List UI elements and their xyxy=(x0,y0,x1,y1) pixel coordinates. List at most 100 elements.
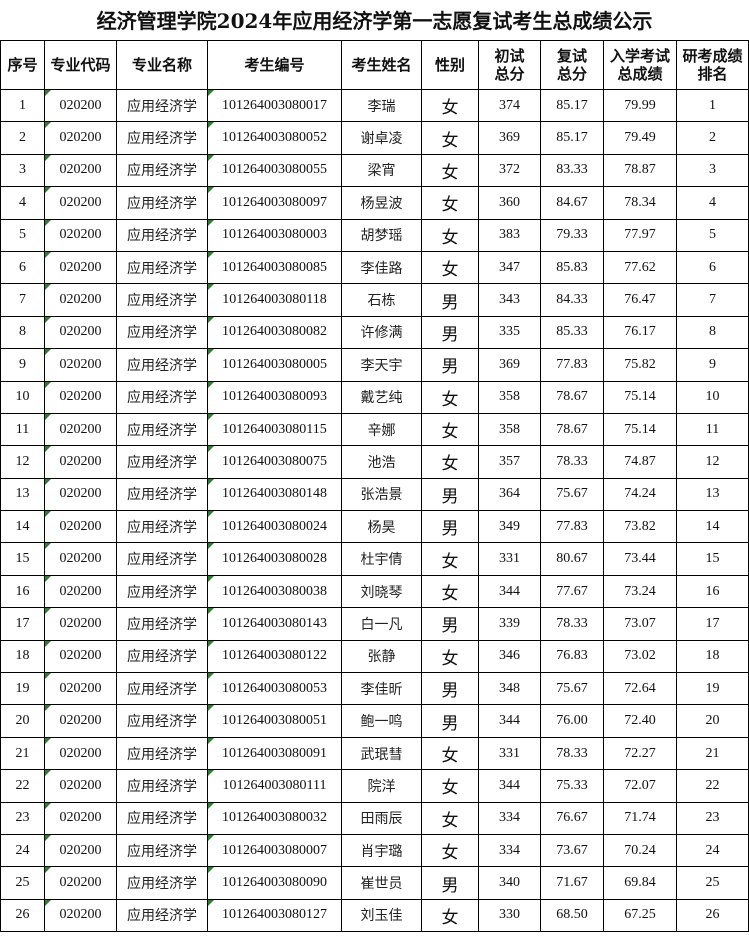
cell-major-code: 020200 xyxy=(44,121,117,155)
cell-gender: 女 xyxy=(421,801,479,835)
cell-major-name: 应用经济学 xyxy=(116,315,208,350)
cell-index: 13 xyxy=(0,477,45,512)
cell-retest-score: 76.00 xyxy=(540,704,604,738)
cell-index: 26 xyxy=(0,898,45,933)
cell-rank: 8 xyxy=(676,315,749,350)
cell-gender: 女 xyxy=(421,218,479,252)
cell-candidate-name: 李瑞 xyxy=(341,88,422,123)
cell-gender: 女 xyxy=(421,186,479,220)
cell-major-code: 020200 xyxy=(44,88,117,123)
cell-retest-score: 73.67 xyxy=(540,833,604,868)
cell-major-name: 应用经济学 xyxy=(116,250,208,285)
cell-major-code: 020200 xyxy=(44,510,117,544)
cell-major-code: 020200 xyxy=(44,412,117,447)
cell-candidate-name: 院洋 xyxy=(341,769,422,803)
cell-rank: 13 xyxy=(676,477,749,512)
cell-candidate-name: 李佳路 xyxy=(341,250,422,285)
table-row: 21 020200 应用经济学 101264003080091 武珉彗女 331 78.33… xyxy=(0,736,749,771)
cell-rank: 6 xyxy=(676,250,749,285)
cell-candidate-id: 101264003080038 xyxy=(207,574,342,609)
cell-rank: 12 xyxy=(676,445,749,479)
cell-initial-score: 344 xyxy=(478,704,541,738)
cell-retest-score: 68.50 xyxy=(540,898,604,933)
table-row: 10 020200 应用经济学 101264003080093 戴艺纯女 358 78.67… xyxy=(0,380,749,414)
cell-candidate-name: 杜宇倩 xyxy=(341,542,422,576)
cell-gender: 男 xyxy=(421,348,479,382)
cell-total-score: 70.24 xyxy=(603,833,677,868)
table-row: 2 020200 应用经济学 101264003080052 谢卓凌女 369 85.17 7… xyxy=(0,121,749,155)
cell-candidate-id: 101264003080055 xyxy=(207,153,342,188)
cell-rank: 17 xyxy=(676,607,749,641)
cell-candidate-id: 101264003080051 xyxy=(207,704,342,738)
cell-gender: 女 xyxy=(421,898,479,933)
cell-initial-score: 357 xyxy=(478,445,541,479)
cell-major-code: 020200 xyxy=(44,833,117,868)
cell-retest-score: 75.33 xyxy=(540,769,604,803)
cell-initial-score: 358 xyxy=(478,380,541,414)
cell-candidate-id: 101264003080127 xyxy=(207,898,342,933)
cell-initial-score: 364 xyxy=(478,477,541,512)
cell-major-code: 020200 xyxy=(44,477,117,512)
cell-gender: 女 xyxy=(421,833,479,868)
header-candidate-name: 考生姓名 xyxy=(341,40,422,90)
cell-index: 1 xyxy=(0,88,45,123)
cell-total-score: 75.82 xyxy=(603,348,677,382)
cell-retest-score: 78.33 xyxy=(540,607,604,641)
cell-gender: 男 xyxy=(421,607,479,641)
cell-index: 21 xyxy=(0,736,45,771)
cell-major-code: 020200 xyxy=(44,898,117,933)
cell-candidate-id: 101264003080028 xyxy=(207,542,342,576)
cell-gender: 男 xyxy=(421,315,479,350)
cell-rank: 15 xyxy=(676,542,749,576)
score-table: 序号 专业代码 专业名称 考生编号 考生姓名 性别 初试总分 复试总分 入学考试… xyxy=(0,40,749,933)
cell-major-name: 应用经济学 xyxy=(116,186,208,220)
cell-rank: 14 xyxy=(676,510,749,544)
cell-major-code: 020200 xyxy=(44,672,117,706)
cell-rank: 9 xyxy=(676,348,749,382)
cell-retest-score: 76.83 xyxy=(540,639,604,674)
cell-total-score: 78.87 xyxy=(603,153,677,188)
cell-total-score: 76.47 xyxy=(603,283,677,317)
cell-candidate-name: 戴艺纯 xyxy=(341,380,422,414)
cell-gender: 男 xyxy=(421,510,479,544)
page-title: 经济管理学院2024年应用经济学第一志愿复试考生总成绩公示 xyxy=(96,9,653,33)
cell-index: 6 xyxy=(0,250,45,285)
cell-rank: 22 xyxy=(676,769,749,803)
cell-gender: 女 xyxy=(421,153,479,188)
cell-index: 24 xyxy=(0,833,45,868)
cell-retest-score: 78.67 xyxy=(540,380,604,414)
cell-candidate-name: 张浩景 xyxy=(341,477,422,512)
cell-candidate-id: 101264003080007 xyxy=(207,833,342,868)
table-row: 17 020200 应用经济学 101264003080143 白一凡男 339 78.33… xyxy=(0,607,749,641)
cell-total-score: 72.07 xyxy=(603,769,677,803)
cell-total-score: 79.99 xyxy=(603,88,677,123)
table-row: 6 020200 应用经济学 101264003080085 李佳路女 347 85.83 7… xyxy=(0,250,749,285)
header-row: 序号 专业代码 专业名称 考生编号 考生姓名 性别 初试总分 复试总分 入学考试… xyxy=(0,40,749,90)
cell-index: 22 xyxy=(0,769,45,803)
table-row: 19 020200 应用经济学 101264003080053 李佳昕男 348 75.67… xyxy=(0,672,749,706)
cell-candidate-id: 101264003080093 xyxy=(207,380,342,414)
cell-index: 14 xyxy=(0,510,45,544)
cell-rank: 25 xyxy=(676,866,749,900)
cell-candidate-id: 101264003080082 xyxy=(207,315,342,350)
cell-initial-score: 349 xyxy=(478,510,541,544)
cell-gender: 男 xyxy=(421,866,479,900)
cell-major-code: 020200 xyxy=(44,348,117,382)
cell-retest-score: 77.83 xyxy=(540,348,604,382)
header-retest-score: 复试总分 xyxy=(540,40,604,90)
cell-candidate-id: 101264003080085 xyxy=(207,250,342,285)
cell-major-code: 020200 xyxy=(44,380,117,414)
cell-major-name: 应用经济学 xyxy=(116,348,208,382)
cell-candidate-name: 许修满 xyxy=(341,315,422,350)
cell-candidate-id: 101264003080053 xyxy=(207,672,342,706)
cell-retest-score: 77.83 xyxy=(540,510,604,544)
cell-initial-score: 369 xyxy=(478,348,541,382)
cell-candidate-name: 崔世员 xyxy=(341,866,422,900)
header-initial-score: 初试总分 xyxy=(478,40,541,90)
cell-retest-score: 84.33 xyxy=(540,283,604,317)
cell-total-score: 77.97 xyxy=(603,218,677,252)
cell-index: 12 xyxy=(0,445,45,479)
cell-major-name: 应用经济学 xyxy=(116,153,208,188)
cell-gender: 男 xyxy=(421,672,479,706)
cell-index: 2 xyxy=(0,121,45,155)
